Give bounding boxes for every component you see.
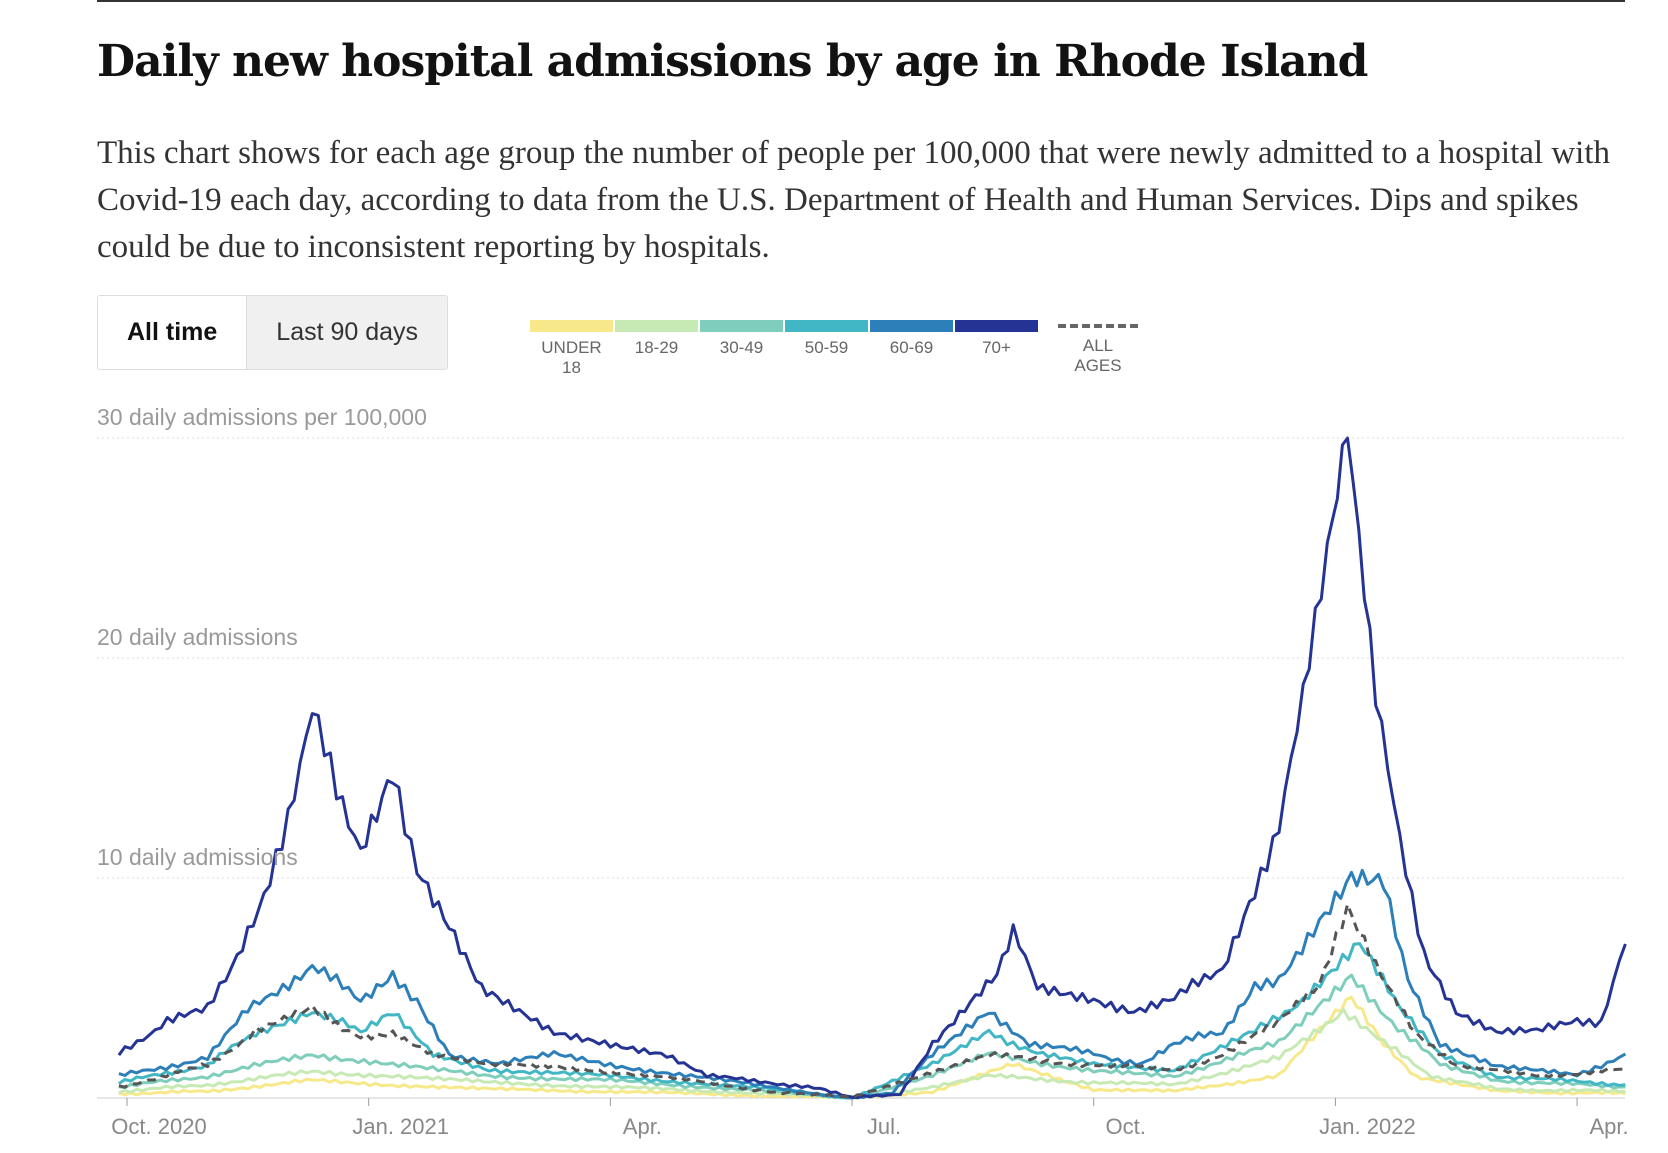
series-line-30-49 bbox=[118, 973, 1626, 1100]
legend-item: 30-49 bbox=[700, 320, 783, 378]
legend-swatch bbox=[1058, 324, 1138, 328]
time-range-toggle: All time Last 90 days bbox=[97, 295, 449, 370]
legend-item: UNDER 18 bbox=[530, 320, 613, 378]
legend-swatch bbox=[700, 320, 783, 332]
legend-item: 18-29 bbox=[615, 320, 698, 378]
legend-swatch bbox=[785, 320, 868, 332]
legend-label: 30-49 bbox=[719, 338, 764, 357]
legend-label: 18-29 bbox=[634, 338, 679, 357]
legend-swatch bbox=[955, 320, 1038, 332]
legend-label: ALL AGES bbox=[1074, 336, 1122, 375]
x-tick-label: Jan. 2022 bbox=[1319, 1114, 1416, 1139]
x-tick-label: Apr. bbox=[1589, 1114, 1629, 1139]
tab-all-time[interactable]: All time bbox=[98, 296, 247, 369]
legend-item: 60-69 bbox=[870, 320, 953, 378]
chart-legend: UNDER 18 18-29 30-49 50-59 60-69 70+ ALL AGES bbox=[530, 320, 1138, 378]
x-tick-label: Jul. bbox=[866, 1114, 902, 1139]
series-line-all-ages bbox=[118, 902, 1626, 1100]
legend-label: UNDER 18 bbox=[541, 338, 602, 377]
y-tick-label: 30 daily admissions per 100,000 bbox=[97, 404, 427, 430]
x-tick-label: Jan. 2021 bbox=[352, 1114, 449, 1139]
x-tick-label: Oct. 2020 bbox=[111, 1114, 207, 1139]
legend-swatch bbox=[870, 320, 953, 332]
page-title: Daily new hospital admissions by age in … bbox=[97, 36, 1368, 87]
series-line-under-18 bbox=[118, 995, 1626, 1100]
y-tick-label: 20 daily admissions bbox=[97, 624, 298, 650]
legend-swatch bbox=[615, 320, 698, 332]
legend-label: 50-59 bbox=[804, 338, 849, 357]
legend-label: 70+ bbox=[982, 338, 1011, 357]
legend-label: 60-69 bbox=[889, 338, 934, 357]
tab-last-90-days[interactable]: Last 90 days bbox=[246, 296, 448, 369]
top-rule bbox=[97, 0, 1625, 2]
legend-item: ALL AGES bbox=[1058, 320, 1138, 378]
legend-swatch bbox=[530, 320, 613, 332]
x-tick-label: Apr. bbox=[622, 1114, 662, 1139]
series-line-70- bbox=[117, 436, 1627, 1100]
legend-item: 50-59 bbox=[785, 320, 868, 378]
legend-item: 70+ bbox=[955, 320, 1038, 378]
chart-description: This chart shows for each age group the … bbox=[97, 135, 1610, 265]
x-tick-label: Oct. bbox=[1105, 1114, 1146, 1139]
y-tick-label: 10 daily admissions bbox=[97, 844, 298, 870]
series-line-60-69 bbox=[118, 868, 1627, 1100]
